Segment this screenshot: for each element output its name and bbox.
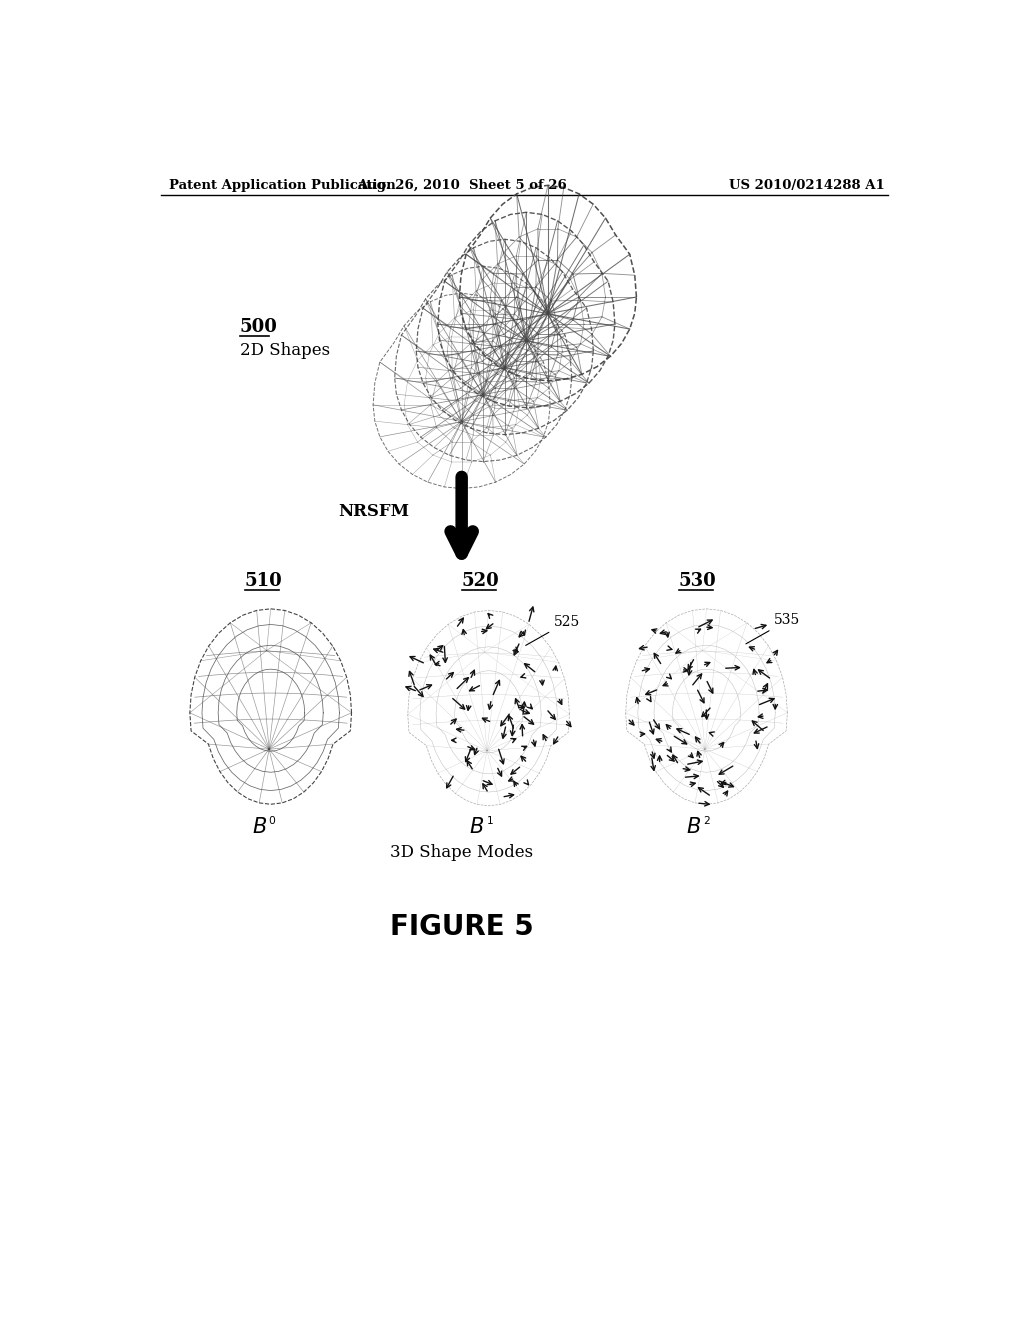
Text: 520: 520 [462, 572, 500, 590]
Text: 535: 535 [745, 614, 801, 644]
Text: 530: 530 [679, 572, 717, 590]
Text: $_2$: $_2$ [702, 813, 711, 826]
Text: FIGURE 5: FIGURE 5 [390, 913, 534, 941]
Text: NRSFM: NRSFM [339, 503, 410, 520]
Text: US 2010/0214288 A1: US 2010/0214288 A1 [729, 180, 885, 193]
Text: $B$: $B$ [469, 817, 484, 837]
Text: Aug. 26, 2010  Sheet 5 of 26: Aug. 26, 2010 Sheet 5 of 26 [356, 180, 566, 193]
Text: Patent Application Publication: Patent Application Publication [169, 180, 396, 193]
Text: 500: 500 [240, 318, 278, 335]
Text: $_0$: $_0$ [268, 813, 276, 826]
Text: 525: 525 [525, 615, 581, 645]
Text: 510: 510 [245, 572, 283, 590]
Text: $B$: $B$ [252, 817, 267, 837]
Text: 3D Shape Modes: 3D Shape Modes [390, 843, 534, 861]
Text: $_1$: $_1$ [485, 813, 494, 826]
Text: 2D Shapes: 2D Shapes [240, 342, 330, 359]
Text: $B$: $B$ [686, 817, 701, 837]
